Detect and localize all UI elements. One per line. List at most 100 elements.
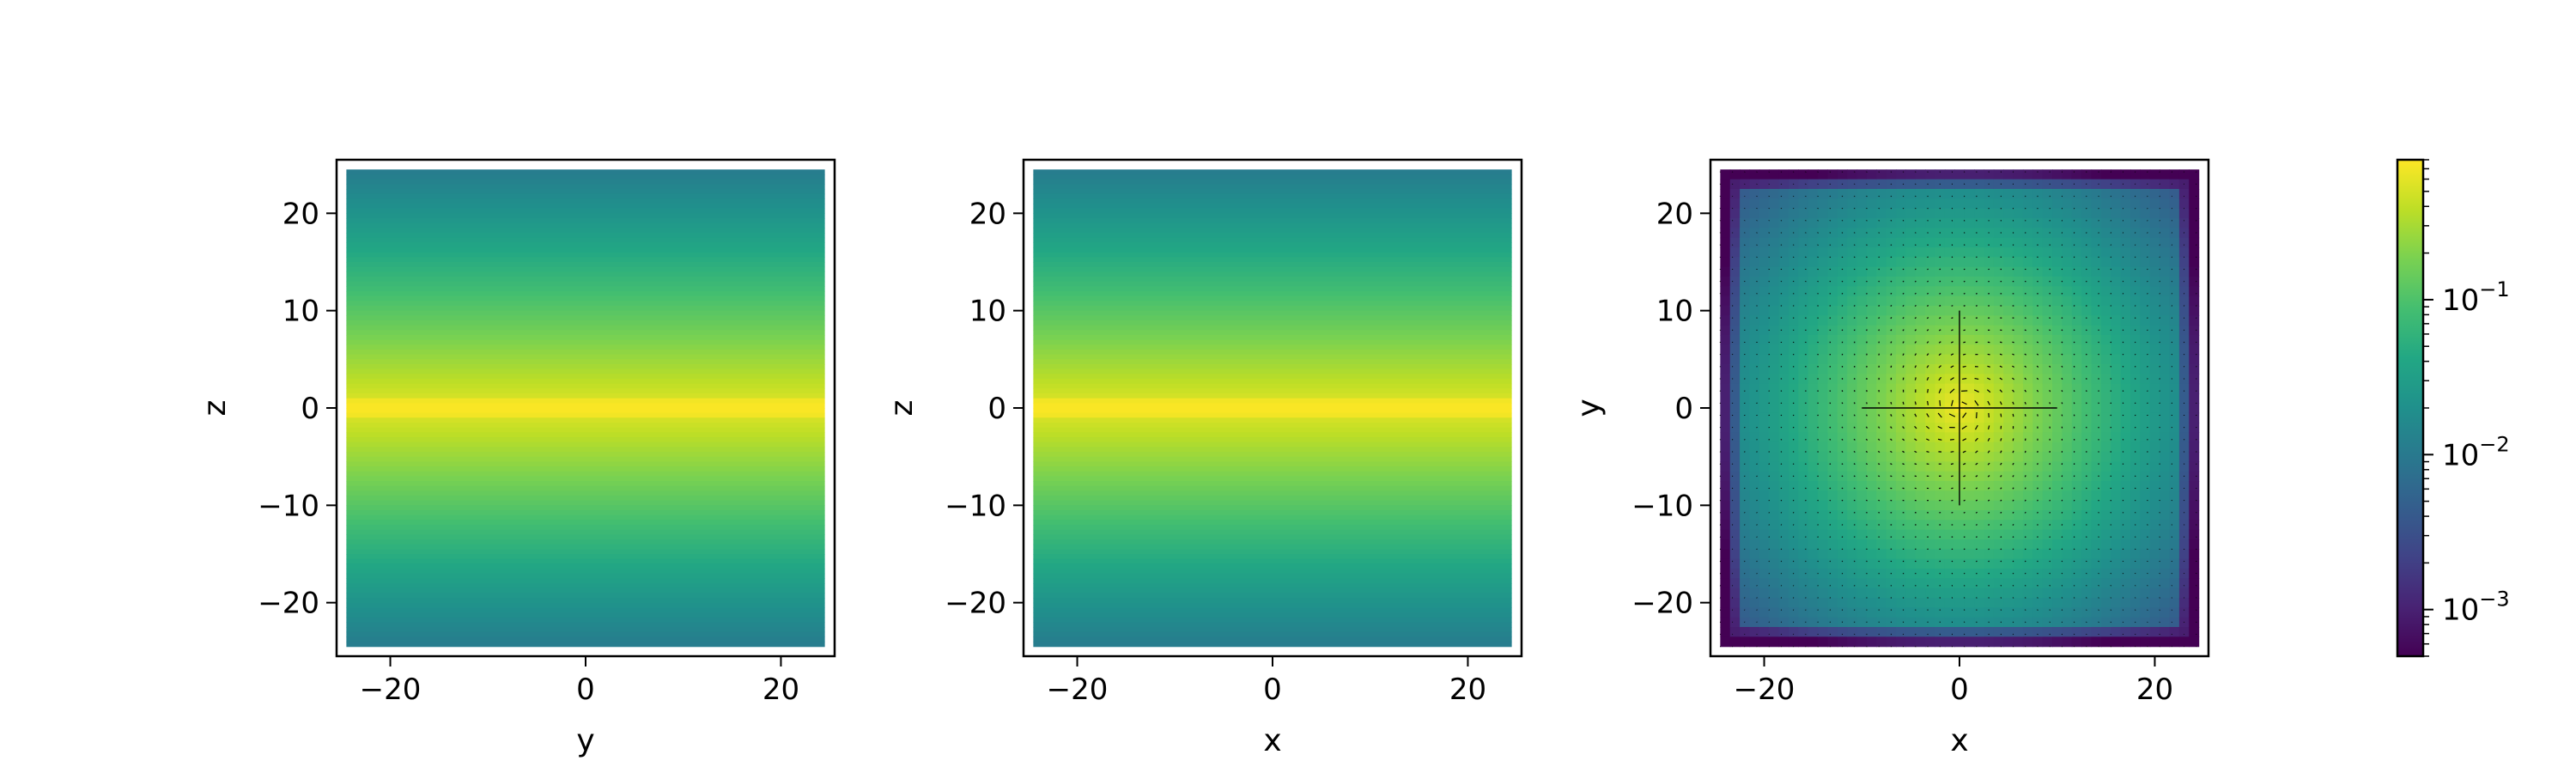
quiver-arrow [1841, 183, 1844, 186]
heatmap-cell [1925, 325, 1936, 336]
heatmap-cell [1759, 607, 1770, 618]
heatmap-cell [1974, 432, 1985, 443]
heatmap-cell [1818, 558, 1829, 569]
quiver-arrow [1817, 463, 1819, 466]
heatmap-cell [1807, 452, 1819, 462]
heatmap-cell [2189, 237, 2200, 248]
heatmap-cell [2032, 510, 2044, 520]
heatmap-cell [2042, 607, 2053, 618]
heatmap-cell [2160, 189, 2171, 199]
quiver-arrow [1962, 450, 1966, 453]
heatmap-band [1033, 500, 1512, 506]
quiver-arrow [2073, 377, 2075, 380]
quiver-arrow [1853, 512, 1856, 514]
heatmap-cell [1827, 306, 1838, 316]
heatmap-cell [2178, 403, 2190, 414]
quiver-arrow [1890, 220, 1893, 222]
heatmap-cell [2081, 598, 2093, 608]
heatmap-cell [2100, 452, 2111, 462]
heatmap-cell [1866, 247, 1877, 258]
heatmap-band [346, 252, 825, 258]
heatmap-cell [1984, 364, 1995, 374]
quiver-arrow [1744, 536, 1746, 538]
heatmap-cell [2178, 539, 2190, 550]
heatmap-cell [1896, 578, 1907, 589]
heatmap-cell [2111, 306, 2122, 316]
heatmap-cell [1993, 277, 2004, 287]
heatmap-cell [2042, 266, 2053, 277]
quiver-arrow [1890, 292, 1893, 295]
quiver-arrow [2012, 353, 2014, 356]
heatmap-cell [1944, 354, 1955, 365]
heatmap-cell [2032, 315, 2044, 326]
heatmap-cell [1759, 481, 1770, 491]
heatmap-cell [2130, 393, 2141, 404]
heatmap-cell [1876, 325, 1887, 336]
heatmap-cell [2149, 257, 2160, 268]
quiver-arrow [1949, 388, 1955, 393]
heatmap-cell [1925, 306, 1936, 316]
heatmap-cell [1925, 627, 1936, 637]
heatmap-cell [1847, 587, 1858, 599]
heatmap-cell [1954, 520, 1965, 531]
heatmap-cell [2130, 636, 2141, 648]
heatmap-cell [1818, 452, 1829, 462]
quiver-arrow [1890, 305, 1893, 307]
heatmap-cell [1925, 471, 1936, 482]
heatmap-cell [2042, 393, 2053, 404]
heatmap-cell [1769, 198, 1780, 210]
quiver-arrow [1926, 365, 1929, 368]
heatmap-cell [1915, 412, 1926, 423]
heatmap-cell [2052, 520, 2063, 531]
heatmap-cell [1759, 228, 1770, 239]
heatmap-band [1033, 301, 1512, 307]
heatmap-cell [1954, 295, 1965, 307]
heatmap-cell [2130, 198, 2141, 210]
heatmap-cell [1915, 189, 1926, 199]
quiver-arrow [2024, 560, 2026, 563]
heatmap-cell [2071, 364, 2082, 374]
heatmap-cell [1778, 510, 1789, 520]
heatmap-cell [1729, 383, 1741, 394]
heatmap-cell [2042, 461, 2053, 472]
heatmap-cell [2003, 344, 2014, 356]
heatmap-cell [1896, 558, 1907, 569]
heatmap-cell [1896, 412, 1907, 423]
quiver-arrow [1963, 341, 1966, 344]
heatmap-cell [1729, 277, 1741, 287]
heatmap-cell [2091, 578, 2102, 589]
heatmap-cell [2091, 432, 2102, 443]
quiver-arrow [2036, 377, 2039, 380]
heatmap-cell [1729, 587, 1741, 599]
heatmap-cell [1749, 520, 1760, 531]
heatmap-cell [2081, 364, 2093, 374]
quiver-arrow [1902, 365, 1905, 368]
heatmap-cell [1886, 335, 1897, 345]
quiver-arrow [1950, 463, 1954, 466]
heatmap-cell [1925, 237, 1936, 248]
quiver-arrow [1854, 207, 1856, 210]
heatmap-cell [1818, 335, 1829, 345]
colorbar-tick-label: 10−2 [2442, 432, 2510, 472]
quiver-arrow [1866, 329, 1868, 332]
heatmap-cell [1866, 295, 1877, 307]
heatmap-cell [2149, 549, 2160, 560]
heatmap-cell [2022, 286, 2033, 297]
heatmap-cell [1964, 558, 1975, 569]
heatmap-cell [1788, 617, 1799, 628]
heatmap-cell [1856, 208, 1868, 219]
heatmap-cell [2160, 587, 2171, 599]
quiver-arrow [1937, 412, 1942, 418]
heatmap-cell [1729, 315, 1741, 326]
heatmap-cell [1749, 500, 1760, 511]
quiver-arrow [1890, 401, 1893, 405]
heatmap-cell [2071, 403, 2082, 414]
quiver-arrow [2073, 548, 2075, 551]
heatmap-cell [2042, 237, 2053, 248]
heatmap-cell [2100, 247, 2111, 258]
heatmap-cell [1827, 423, 1838, 433]
heatmap-cell [2091, 471, 2102, 482]
heatmap-cell [1876, 295, 1887, 307]
heatmap-cell [2189, 549, 2200, 560]
